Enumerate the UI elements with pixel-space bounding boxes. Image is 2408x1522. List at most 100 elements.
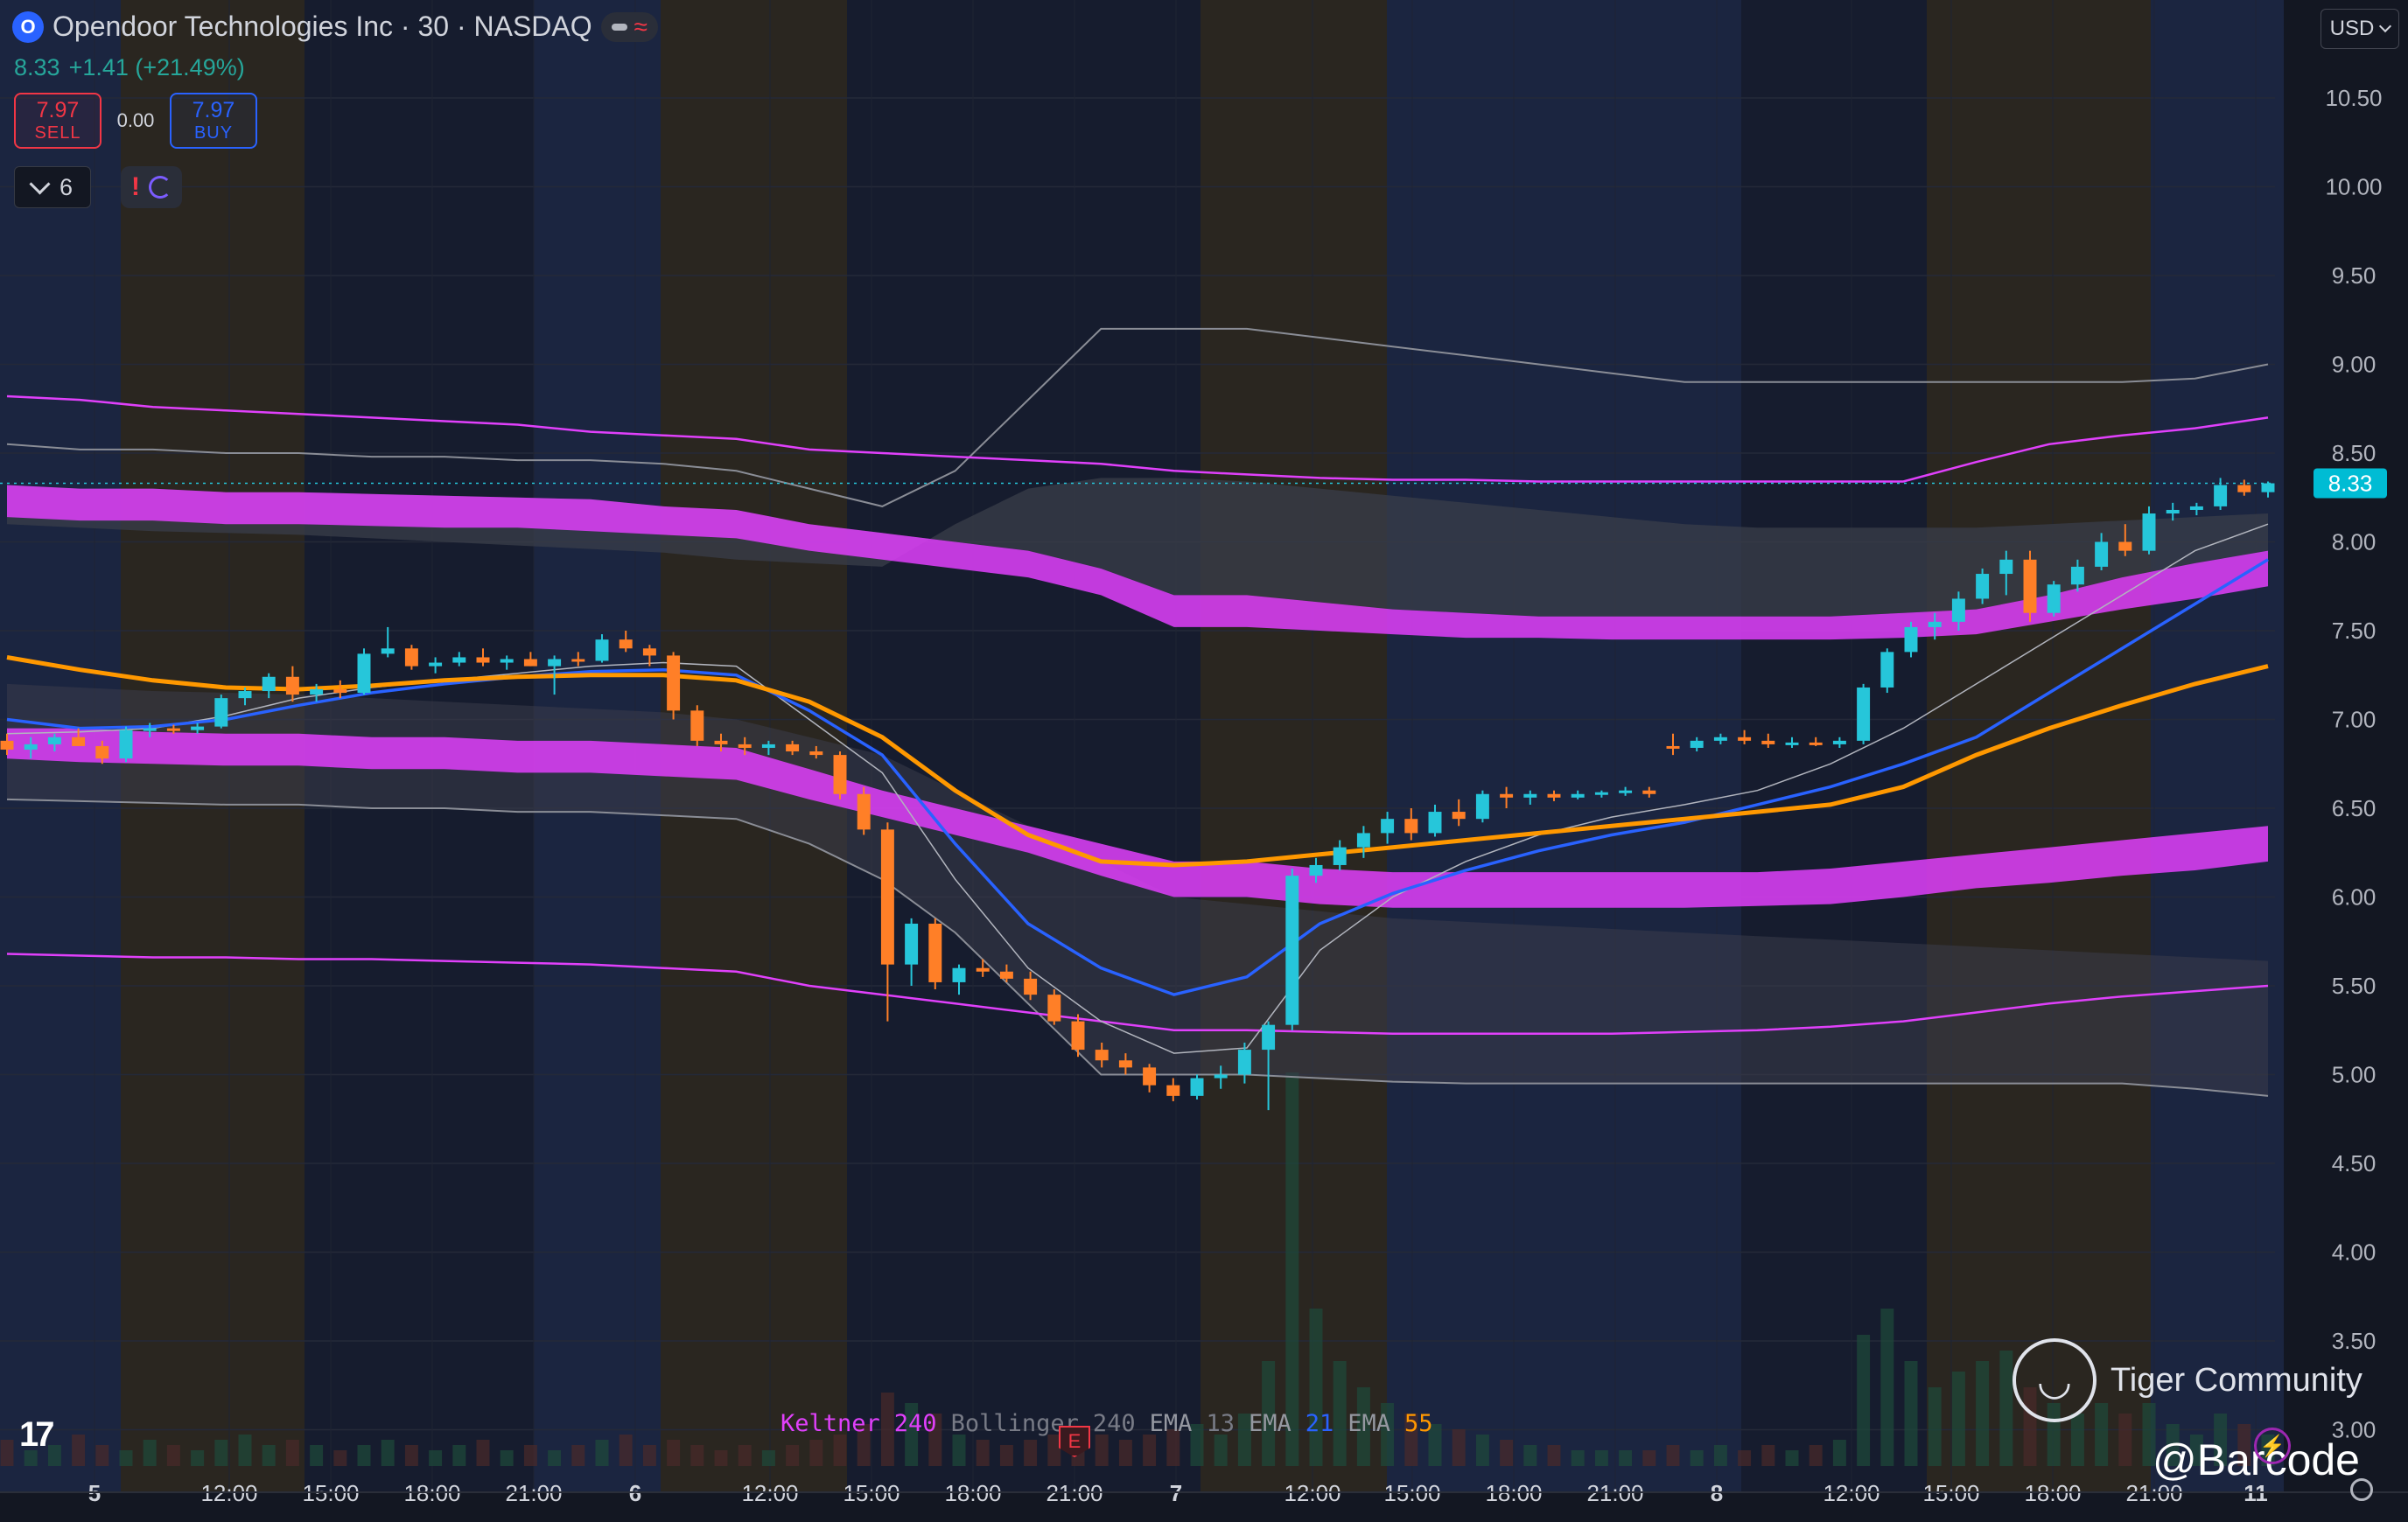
wave-icon[interactable]: ≈	[634, 12, 648, 40]
candle-body	[2214, 485, 2228, 506]
candle-body	[47, 737, 61, 744]
candle-body	[976, 967, 990, 972]
candle-body	[667, 655, 681, 711]
keltner-upper-fill	[7, 485, 2268, 640]
indicators-toggle-button[interactable]: 6	[14, 166, 91, 208]
volume-bar	[738, 1445, 752, 1466]
legend-keltner[interactable]: Keltner 240	[780, 1410, 937, 1437]
volume-bar	[1262, 1361, 1276, 1466]
volume-bar	[1976, 1361, 1990, 1466]
volume-bar	[166, 1445, 180, 1466]
candle-body	[548, 659, 562, 667]
warning-icon[interactable]: !	[131, 172, 140, 201]
volume-bar	[143, 1440, 157, 1466]
volume-bar	[642, 1445, 656, 1466]
price-tick-label: 4.00	[2332, 1239, 2376, 1266]
legend-ema-55[interactable]: EMA 55	[1348, 1410, 1432, 1437]
volume-bar	[2095, 1403, 2109, 1466]
candle-body	[1333, 847, 1347, 865]
volume-bar	[1571, 1450, 1585, 1466]
volume-bar	[809, 1440, 823, 1466]
volume-bar	[476, 1440, 490, 1466]
volume-bar	[619, 1435, 633, 1466]
lightning-icon[interactable]: ⚡	[2254, 1428, 2291, 1464]
candle-body	[738, 744, 752, 748]
candle-body	[690, 710, 704, 741]
header-controls[interactable]: ≈	[600, 11, 658, 42]
candle-body	[1666, 745, 1680, 749]
volume-bar	[952, 1435, 966, 1466]
keltner-lower-line	[6, 953, 2269, 1036]
volume-bar	[928, 1414, 942, 1466]
candle-body	[1356, 833, 1370, 848]
volume-bar	[47, 1445, 61, 1466]
currency-label: USD	[2329, 17, 2375, 40]
legend-ema-21[interactable]: EMA 21	[1249, 1410, 1334, 1437]
volume-bar	[333, 1450, 347, 1466]
change-text: +1.41 (+21.49%)	[68, 54, 245, 80]
candle-body	[2070, 566, 2084, 585]
symbol-title[interactable]: Opendoor Technologies Inc · 30 · NASDAQ	[52, 10, 592, 42]
volume-bar	[714, 1450, 728, 1466]
volume-bar	[1024, 1440, 1038, 1466]
sell-label: SELL	[34, 122, 81, 143]
volume-bar	[999, 1445, 1013, 1466]
data-status[interactable]: !	[121, 166, 182, 208]
volume-bar	[1356, 1387, 1370, 1466]
candle-body	[1047, 995, 1061, 1022]
sync-icon[interactable]	[149, 176, 172, 199]
candle-body	[285, 676, 299, 695]
minus-icon[interactable]	[611, 23, 627, 31]
volume-bar	[500, 1450, 514, 1466]
volume-bar	[1428, 1424, 1442, 1466]
candle-body	[1071, 1021, 1085, 1051]
volume-bar	[214, 1440, 228, 1466]
candle-body	[999, 971, 1013, 979]
indicator-legend: Keltner 240 Bollinger 240 EMA 13 EMA 21 …	[780, 1410, 1433, 1437]
volume-bar	[357, 1445, 371, 1466]
currency-select[interactable]: USD	[2320, 9, 2399, 49]
price-tick-label: 4.50	[2332, 1150, 2376, 1176]
candle-body	[72, 737, 86, 746]
tradingview-logo-icon[interactable]: 17	[19, 1415, 54, 1454]
candle-body	[1500, 793, 1514, 798]
ema-21-line	[6, 558, 2269, 996]
volume-bar	[1832, 1440, 1846, 1466]
price-tick-label: 9.50	[2332, 262, 2376, 289]
settings-icon[interactable]	[2350, 1478, 2373, 1501]
legend-value: 240	[893, 1410, 937, 1437]
legend-bollinger[interactable]: Bollinger 240	[951, 1410, 1136, 1437]
candle-body	[2047, 584, 2061, 613]
volume-bar	[119, 1450, 133, 1466]
volume-bar	[310, 1445, 324, 1466]
sell-button[interactable]: 7.97 SELL	[14, 93, 102, 149]
symbol-logo-icon[interactable]: O	[12, 10, 44, 43]
candle-body	[0, 740, 14, 751]
volume-bar	[1904, 1361, 1918, 1466]
candle-body	[1190, 1078, 1204, 1096]
volume-bar	[1857, 1335, 1871, 1466]
volume-bar	[2070, 1414, 2084, 1466]
candle-body	[95, 745, 109, 759]
candle-body	[1024, 978, 1038, 995]
legend-ema-13[interactable]: EMA 13	[1150, 1410, 1235, 1437]
indicator-lines	[6, 327, 2269, 1097]
candle-body	[1857, 687, 1871, 741]
indicator-count: 6	[59, 173, 74, 200]
volume-bar	[2189, 1435, 2203, 1466]
volume-bar	[1166, 1429, 1180, 1466]
volume-bar	[1452, 1429, 1466, 1466]
candle-body	[262, 676, 276, 692]
buy-button[interactable]: 7.97 BUY	[170, 93, 257, 149]
axes: 10.50 10.00 9.50 9.00 8.50 8.00 7.50 7.00 6.50 6.…	[0, 85, 2408, 1506]
candle-body	[1999, 559, 2013, 575]
volume-bar	[1738, 1450, 1752, 1466]
candle-body	[1404, 819, 1418, 834]
candle-body	[1309, 864, 1323, 876]
volume-bar	[548, 1450, 562, 1466]
chart-header: O Opendoor Technologies Inc · 30 · NASDA…	[12, 10, 658, 43]
price-tick-label: 6.50	[2332, 795, 2376, 821]
volume-bar	[285, 1440, 299, 1466]
volume-bar	[1761, 1445, 1775, 1466]
